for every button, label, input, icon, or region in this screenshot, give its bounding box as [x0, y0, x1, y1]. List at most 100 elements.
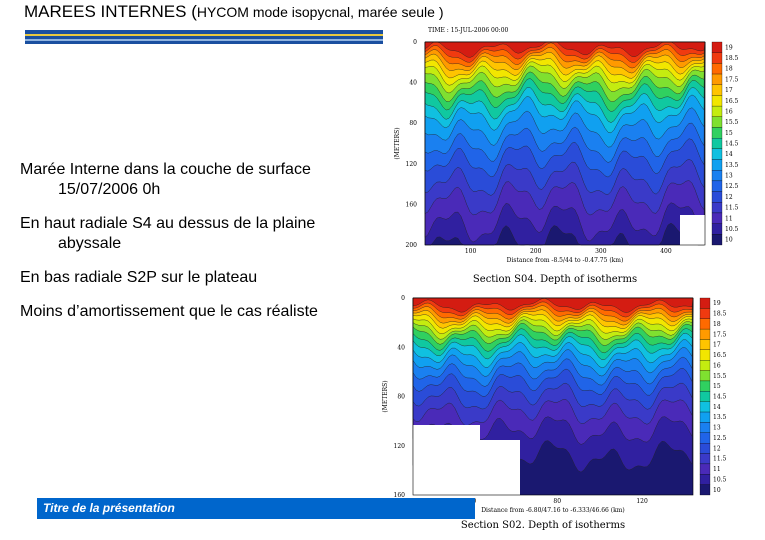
colorbar-swatch	[699, 474, 711, 485]
colorbar-label: 15.5	[725, 119, 739, 126]
colorbar-label: 18.5	[725, 55, 739, 62]
contour-plot: 040801201604080120(METERS)Distance from …	[382, 295, 727, 531]
colorbar-swatch	[699, 453, 711, 465]
stripe-line	[25, 34, 383, 36]
colorbar-swatch	[711, 234, 723, 246]
colorbar-label: 11	[713, 466, 721, 473]
contour-plot: 0 40 80 120 160 200 100 200 300 400 (METERS) Distan…	[394, 27, 739, 285]
y-tick-label: 40	[409, 80, 417, 87]
colorbar-label: 14.5	[713, 394, 727, 401]
caption: Section S02. Depth of isotherms	[461, 520, 625, 531]
colorbar-label: 13	[713, 425, 721, 432]
colorbar-label: 16.5	[725, 98, 739, 105]
y-tick-label: 120	[394, 443, 406, 450]
colorbar-swatch	[699, 401, 711, 413]
stripe	[25, 30, 383, 44]
colorbar-swatch	[699, 443, 711, 454]
colorbar-swatch	[699, 380, 711, 392]
x-tick-label: 200	[530, 248, 542, 255]
colorbar-label: 17	[725, 87, 733, 94]
colorbar-swatch	[711, 180, 723, 192]
colorbar-label: 12.5	[713, 435, 727, 442]
colorbar-swatch	[699, 297, 711, 309]
y-tick-label: 40	[397, 344, 405, 351]
colorbar-label: 12.5	[725, 183, 739, 190]
y-tick-label: 200	[406, 242, 418, 249]
y-tick-label: 160	[406, 201, 418, 208]
y-tick-label: 80	[409, 120, 417, 127]
colorbar-swatch	[699, 318, 711, 330]
colorbar-swatch	[711, 159, 723, 171]
colorbar-swatch	[699, 370, 711, 382]
seabed	[680, 215, 705, 245]
colorbar-swatch	[711, 41, 723, 53]
colorbar-label: 10.5	[725, 226, 739, 233]
colorbar-swatch	[699, 422, 711, 433]
colorbar-label: 17	[713, 342, 721, 349]
colorbar-label: 17.5	[725, 76, 739, 83]
y-axis-label: (METERS)	[394, 127, 401, 159]
colorbar-label: 17.5	[713, 331, 727, 338]
isotherm-band	[424, 41, 706, 58]
colorbar-label: 10	[713, 487, 721, 494]
colorbar-swatch	[699, 360, 711, 371]
colorbar-label: 19	[713, 300, 721, 307]
colorbar-swatch	[711, 63, 723, 75]
bullet: En haut radiale S4 au dessus de la plain…	[20, 215, 316, 252]
title-main: MAREES INTERNES (	[24, 2, 197, 21]
colorbar-label: 13.5	[713, 414, 727, 421]
colorbar-label: 12	[725, 194, 733, 201]
colorbar-swatch	[699, 308, 711, 319]
colorbar-swatch	[699, 463, 711, 475]
colorbar-swatch	[711, 127, 723, 139]
colorbar-swatch	[711, 105, 723, 117]
colorbar-label: 14	[713, 404, 721, 411]
title: MAREES INTERNES (HYCOM mode isopycnal, m…	[24, 2, 444, 22]
colorbar-swatch	[711, 191, 723, 203]
x-axis-label: Distance from -8.5/44 to -0.47.75 (km)	[507, 257, 624, 264]
colorbar-label: 16	[713, 362, 721, 369]
colorbar-label: 16.5	[713, 352, 727, 359]
y-tick-label: 80	[397, 394, 405, 401]
colorbar-label: 15.5	[713, 373, 727, 380]
colorbar-label: 11.5	[713, 456, 727, 463]
bullet: Moins d’amortissement que le cas réalist…	[20, 303, 318, 320]
colorbar-label: 18.5	[713, 311, 727, 318]
colorbar-swatch	[699, 484, 711, 496]
colorbar-swatch	[711, 52, 723, 64]
colorbar-swatch	[699, 391, 711, 402]
x-tick-label: 120	[636, 498, 648, 505]
colorbar-label: 19	[725, 44, 733, 51]
title-rest: HYCOM mode isopycnal, marée seule )	[196, 4, 444, 20]
y-tick-label: 0	[413, 39, 417, 46]
colorbar-swatch	[711, 116, 723, 128]
bullet-list: Marée Interne dans la couche de surface …	[20, 160, 350, 336]
plot-frame	[424, 41, 706, 246]
colorbar-label: 18	[725, 66, 733, 73]
colorbar-label: 11.5	[725, 205, 739, 212]
colorbar-swatch	[699, 432, 711, 444]
colorbar-swatch	[699, 411, 711, 423]
colorbar-swatch	[711, 73, 723, 85]
colorbar-swatch	[711, 84, 723, 96]
colorbar-label: 16	[725, 108, 733, 115]
colorbar-label: 10	[725, 237, 733, 244]
x-axis-label: Distance from -6.80/47.16 to -6.333/46.6…	[481, 507, 625, 514]
colorbar-swatch	[711, 148, 723, 160]
colorbar-label: 14	[725, 151, 733, 158]
colorbar-label: 15	[725, 130, 733, 137]
colorbar-label: 18	[713, 321, 721, 328]
x-tick-label: 400	[660, 248, 672, 255]
colorbar-swatch	[699, 349, 711, 361]
colorbar-swatch	[711, 138, 723, 149]
x-tick-label: 100	[465, 248, 477, 255]
caption: Section S04. Depth of isotherms	[473, 274, 637, 285]
colorbar-label: 13.5	[725, 162, 739, 169]
colorbar-swatch	[711, 212, 723, 224]
x-tick-label: 300	[595, 248, 607, 255]
colorbar-swatch	[699, 339, 711, 350]
plot-frame	[412, 297, 694, 496]
stripe-line	[25, 39, 383, 41]
colorbar-label: 14.5	[725, 141, 739, 148]
